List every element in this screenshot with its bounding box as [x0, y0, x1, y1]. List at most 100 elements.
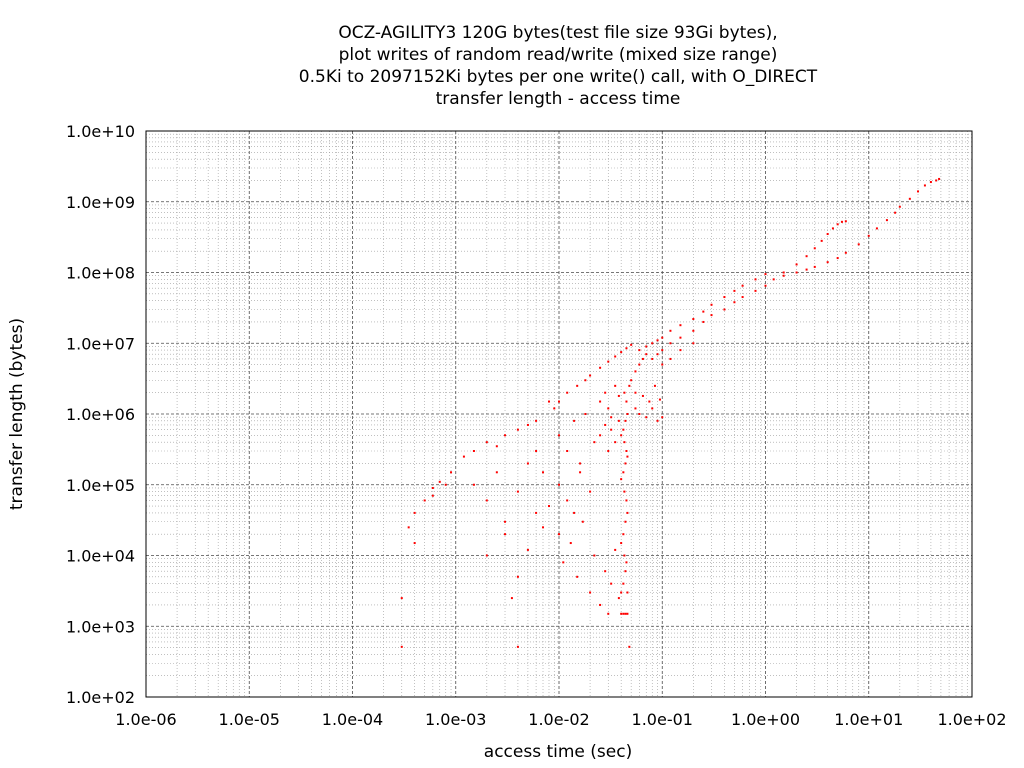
x-tick-label: 1.0e-04 — [322, 710, 383, 729]
data-point — [576, 384, 579, 387]
data-point — [589, 374, 592, 377]
data-point — [754, 289, 757, 292]
data-point — [679, 336, 682, 339]
data-point — [820, 239, 823, 242]
data-point — [723, 296, 726, 299]
x-tick-label: 1.0e+02 — [937, 710, 1006, 729]
y-tick-label: 1.0e+06 — [66, 405, 135, 424]
data-point — [450, 471, 453, 474]
data-point — [625, 400, 628, 403]
data-point — [679, 349, 682, 352]
plot-frame — [145, 130, 973, 698]
data-point — [413, 511, 416, 514]
data-point — [495, 445, 498, 448]
y-tick-label: 1.0e+08 — [66, 264, 135, 283]
data-point — [504, 533, 507, 536]
data-point — [542, 471, 545, 474]
data-point — [617, 597, 620, 600]
data-point — [634, 391, 637, 394]
data-point — [669, 329, 672, 332]
data-point — [626, 455, 629, 458]
data-point — [875, 227, 878, 230]
data-point — [764, 284, 767, 287]
data-point — [504, 434, 507, 437]
data-point — [656, 419, 659, 422]
x-axis-label: access time (sec) — [484, 742, 632, 762]
data-point — [622, 582, 625, 585]
data-point — [610, 428, 613, 431]
data-point — [431, 486, 434, 489]
data-point — [400, 597, 403, 600]
data-point — [589, 490, 592, 493]
data-point — [626, 413, 629, 415]
data-point — [805, 268, 808, 271]
data-point — [623, 391, 626, 394]
data-point — [547, 400, 550, 403]
data-point — [607, 360, 610, 363]
data-point — [566, 391, 569, 394]
data-point — [844, 251, 847, 254]
data-point — [622, 428, 625, 431]
data-point — [651, 407, 654, 410]
data-point — [628, 384, 631, 387]
data-point — [656, 339, 659, 342]
data-point — [710, 314, 713, 317]
data-point — [625, 499, 628, 502]
data-point — [400, 645, 403, 648]
data-point — [628, 645, 631, 648]
data-point — [542, 526, 545, 529]
data-point — [623, 554, 626, 557]
data-point — [625, 561, 628, 564]
data-point — [622, 612, 625, 615]
data-point — [614, 355, 617, 358]
data-point — [702, 310, 705, 313]
x-tick-label: 1.0e-06 — [115, 710, 176, 729]
data-point — [836, 257, 839, 260]
data-point — [535, 419, 538, 422]
data-point — [692, 318, 695, 321]
data-point — [624, 612, 627, 615]
y-tick-label: 1.0e+04 — [66, 547, 135, 566]
data-point — [516, 575, 519, 578]
data-point — [840, 220, 843, 223]
data-point — [625, 347, 628, 350]
y-tick-label: 1.0e+05 — [66, 476, 135, 495]
data-point — [795, 271, 798, 274]
data-point — [836, 223, 839, 226]
data-point — [607, 407, 610, 410]
data-point — [638, 363, 641, 366]
data-point — [661, 363, 664, 366]
data-point — [795, 263, 798, 266]
data-point — [604, 423, 607, 426]
data-point — [485, 441, 488, 444]
data-point — [620, 542, 623, 545]
data-point — [645, 416, 648, 419]
data-point — [626, 591, 629, 594]
data-point — [908, 197, 911, 200]
title-line-2: plot writes of random read/write (mixed … — [339, 45, 778, 65]
data-point — [831, 227, 834, 230]
data-point — [630, 343, 633, 346]
data-point — [885, 219, 888, 222]
data-point — [638, 349, 641, 352]
data-point — [620, 351, 623, 354]
data-point — [692, 342, 695, 345]
data-point — [438, 480, 441, 483]
y-axis-label: transfer length (bytes) — [7, 318, 27, 510]
data-point — [651, 342, 654, 345]
x-tick-label: 1.0e-02 — [528, 710, 589, 729]
data-point — [599, 434, 602, 437]
x-tick-label: 1.0e-05 — [219, 710, 280, 729]
data-point — [702, 320, 705, 323]
data-point — [645, 345, 648, 348]
data-point — [607, 612, 610, 615]
data-point — [526, 423, 529, 426]
data-point — [431, 494, 434, 497]
data-point — [929, 181, 932, 184]
data-point — [826, 233, 829, 236]
data-point — [610, 582, 613, 585]
data-point — [624, 462, 627, 465]
data-point — [516, 490, 519, 493]
data-point — [579, 471, 582, 474]
